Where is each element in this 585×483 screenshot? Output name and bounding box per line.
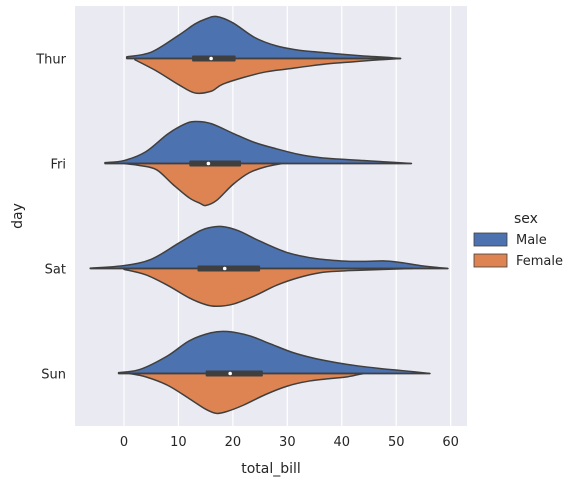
y-tick-labels: Thur Fri Sat Sun [35,53,66,383]
median-point [209,56,213,61]
violin-half-male-thur [125,15,402,60]
legend-entries: Male Female [473,232,563,269]
violin-half-female-thur [134,57,402,95]
iqr-box [189,160,242,167]
iqr-box [205,370,263,377]
violin-half-female-sun [128,372,365,415]
violin-half-male-sat [89,225,449,270]
x-tick-label: 50 [388,435,405,450]
x-tick-label: 60 [442,435,459,450]
legend-swatch-female [473,253,508,268]
median-point [228,371,232,376]
violin-half-female-fri [123,162,283,207]
x-tick-label: 40 [334,435,351,450]
violin-half-male-fri [104,120,413,165]
x-tick-label: 0 [120,435,128,450]
legend: sex Male Female [473,211,563,269]
legend-label-male: Male [516,233,547,248]
y-tick-label: Fri [51,158,67,173]
legend-title: sex [514,211,538,227]
violin-half-male-sun [117,330,431,375]
x-axis-title: total_bill [241,461,301,477]
x-tick-label: 10 [170,435,187,450]
x-tick-label: 20 [225,435,242,450]
x-tick-label: 30 [279,435,296,450]
y-tick-label: Sun [41,368,66,383]
violins [89,15,449,415]
y-tick-label: Thur [35,53,66,68]
iqr-box [197,265,261,272]
violin-half-female-sat [123,267,414,308]
y-tick-label: Sat [45,263,66,278]
median-point [206,161,211,166]
x-tick-labels: 0 10 20 30 40 50 60 [120,435,459,450]
median-point [222,266,227,271]
y-axis-title: day [10,203,26,229]
legend-swatch-male [473,232,508,247]
legend-label-female: Female [516,254,563,269]
iqr-box [192,55,236,62]
